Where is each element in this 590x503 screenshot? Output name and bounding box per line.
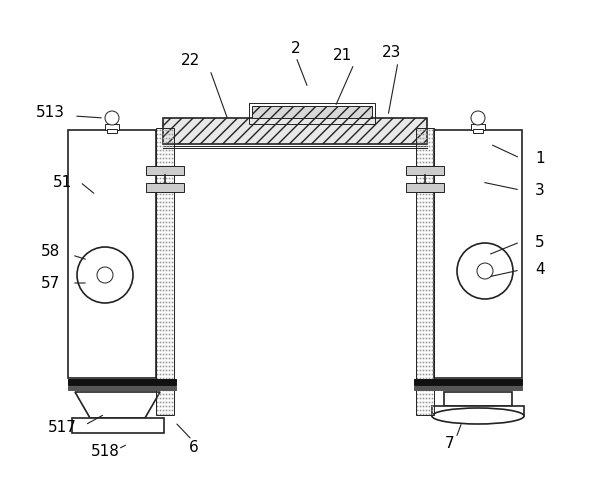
- Bar: [414, 386, 522, 390]
- Bar: [416, 128, 434, 415]
- Text: 58: 58: [40, 244, 60, 260]
- Circle shape: [105, 111, 119, 125]
- Text: 2: 2: [291, 41, 301, 55]
- Text: 57: 57: [40, 276, 60, 291]
- Text: 7: 7: [445, 437, 455, 452]
- Bar: [471, 124, 485, 130]
- Polygon shape: [75, 392, 160, 418]
- Text: 5: 5: [535, 234, 545, 249]
- Text: 517: 517: [48, 421, 77, 436]
- Bar: [163, 118, 427, 144]
- Text: 1: 1: [535, 150, 545, 165]
- Bar: [434, 130, 522, 378]
- Bar: [432, 406, 524, 416]
- Bar: [146, 166, 184, 175]
- Text: 22: 22: [181, 52, 199, 67]
- Text: 3: 3: [535, 183, 545, 198]
- Bar: [406, 166, 444, 175]
- Bar: [156, 128, 174, 415]
- Text: 51: 51: [53, 175, 71, 190]
- Circle shape: [471, 111, 485, 125]
- Ellipse shape: [432, 408, 524, 424]
- Text: 518: 518: [90, 445, 119, 460]
- Bar: [105, 124, 119, 130]
- Circle shape: [97, 267, 113, 283]
- Text: 4: 4: [535, 263, 545, 278]
- Bar: [146, 183, 184, 192]
- Bar: [444, 392, 512, 406]
- Bar: [72, 418, 164, 433]
- Text: 23: 23: [382, 44, 402, 59]
- Circle shape: [77, 247, 133, 303]
- Bar: [473, 129, 483, 133]
- Bar: [68, 386, 176, 390]
- Circle shape: [457, 243, 513, 299]
- Bar: [252, 106, 372, 118]
- Bar: [107, 129, 117, 133]
- Circle shape: [477, 263, 493, 279]
- Bar: [414, 379, 522, 385]
- Text: 513: 513: [35, 105, 64, 120]
- Bar: [68, 379, 176, 385]
- Bar: [406, 183, 444, 192]
- Bar: [68, 130, 156, 378]
- Text: 21: 21: [332, 47, 352, 62]
- Bar: [249, 103, 375, 124]
- Text: 6: 6: [189, 440, 199, 455]
